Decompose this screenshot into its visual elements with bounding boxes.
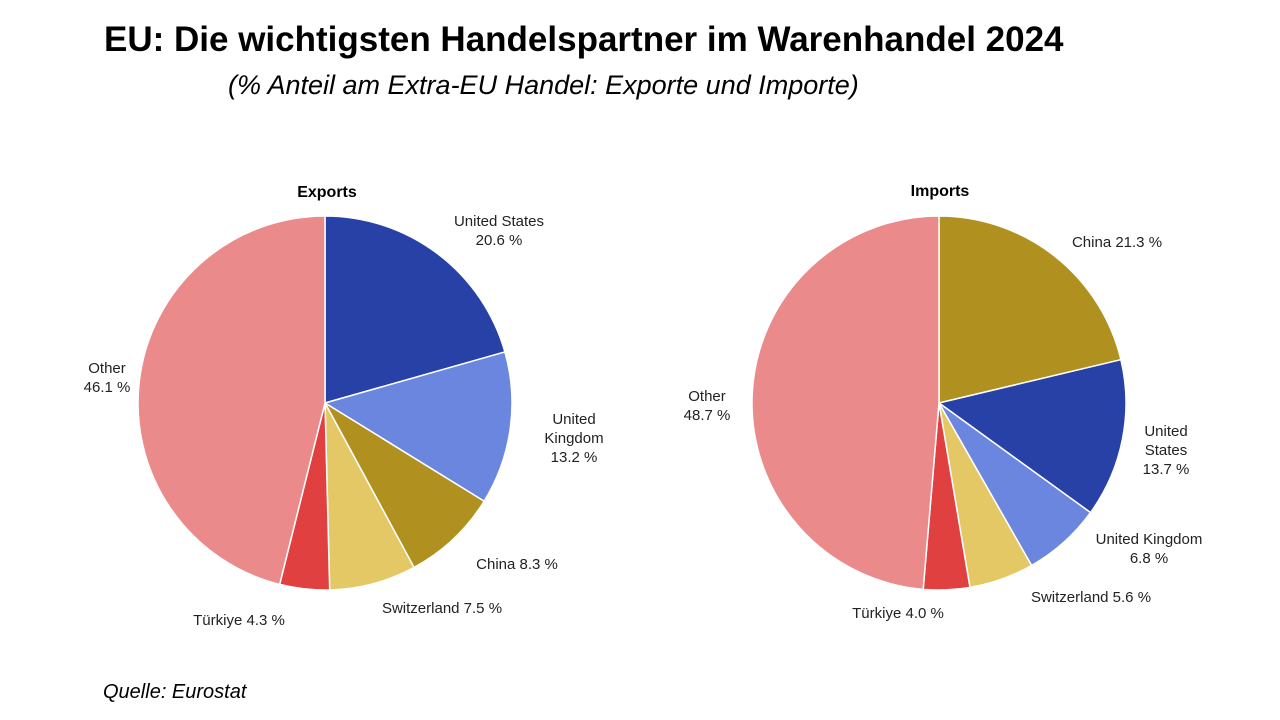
exports-slice-other: [137, 215, 326, 586]
exports-slice-united-states: [324, 215, 506, 404]
page-subtitle: (% Anteil am Extra-EU Handel: Exporte un…: [228, 70, 859, 100]
page-title: EU: Die wichtigsten Handelspartner im Wa…: [104, 20, 1064, 59]
imports-slice-china: [938, 215, 1122, 404]
imports-chart-title: Imports: [911, 183, 970, 200]
imports-slice-united-states: [938, 358, 1127, 514]
imports-slice-other: [751, 215, 940, 591]
source-note: Quelle: Eurostat: [103, 681, 247, 703]
imports-label-switzerland: Switzerland 5.6 %: [1031, 589, 1151, 606]
exports-label-t-rkiye: Türkiye 4.3 %: [193, 612, 285, 629]
imports-label-t-rkiye: Türkiye 4.0 %: [852, 605, 944, 622]
imports-label-china: China 21.3 %: [1072, 234, 1162, 251]
imports-label-united-kingdom: United Kingdom 6.8 %: [1096, 531, 1203, 567]
exports-label-united-kingdom: United Kingdom 13.2 %: [544, 411, 603, 466]
exports-slice-china: [324, 402, 485, 569]
exports-label-switzerland: Switzerland 7.5 %: [382, 600, 502, 617]
exports-pie-chart: Exports United States 20.6 % United Kingdom 1…: [84, 184, 604, 629]
exports-slice-united-kingdom: [324, 351, 513, 502]
imports-label-united-states: United States 13.7 %: [1143, 423, 1190, 478]
exports-label-united-states: United States 20.6 %: [454, 213, 544, 249]
exports-label-other: Other 46.1 %: [84, 360, 131, 396]
exports-chart-title: Exports: [297, 184, 357, 201]
imports-label-other: Other 48.7 %: [684, 388, 731, 424]
imports-pie-chart: Imports China 21.3 % United States 13.7 % Uni…: [684, 183, 1203, 622]
exports-label-china: China 8.3 %: [476, 556, 558, 573]
